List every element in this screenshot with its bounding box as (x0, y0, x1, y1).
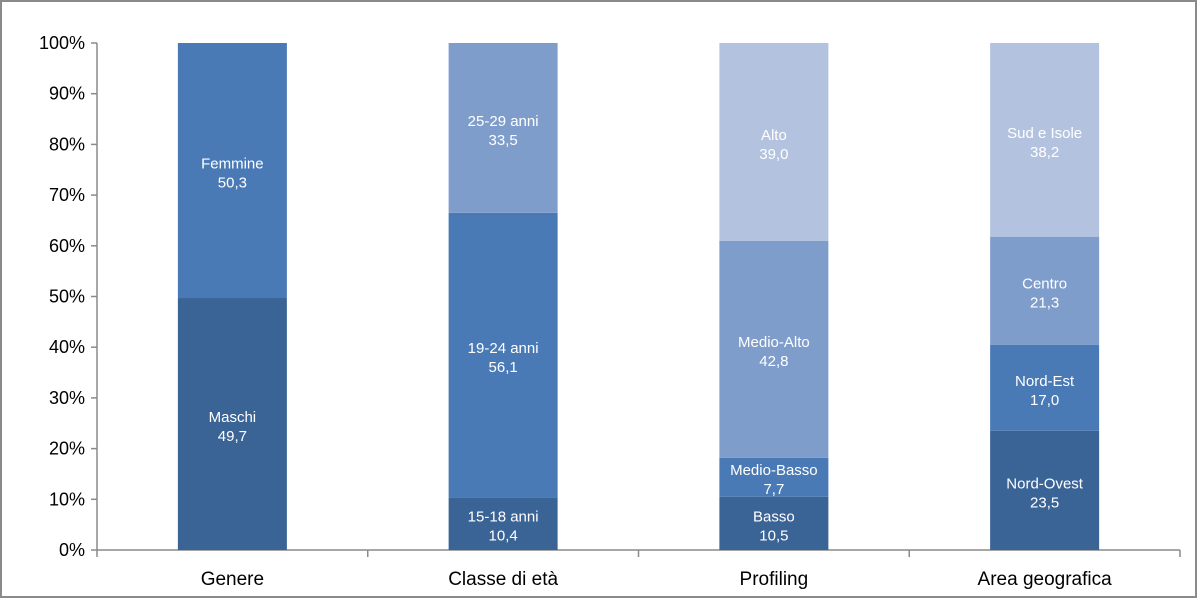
segment-label: 19-24 anni (468, 340, 539, 357)
y-tick-label: 20% (49, 439, 85, 459)
y-tick-label: 70% (49, 185, 85, 205)
bar-stack: Basso 10,5 Medio-Basso 7,7 Medio-Alto 42,8 Alt… (719, 43, 829, 550)
segment-label: 25-29 anni (468, 113, 539, 130)
segment-label: 15-18 anni (468, 509, 539, 526)
bar-stack: 15-18 anni 10,4 19-24 anni 56,1 25-29 anni 33… (448, 43, 558, 550)
y-tick-label: 10% (49, 489, 85, 509)
segment-label: Femmine (201, 156, 264, 173)
x-category-label: Classe di età (448, 569, 558, 590)
y-tick-label: 60% (49, 236, 85, 256)
x-category-label: Genere (201, 569, 264, 590)
y-tick-label: 90% (49, 84, 85, 104)
segment-value-label: 49,7 (218, 428, 247, 445)
segment-label: Sud e Isole (1007, 125, 1082, 142)
bar-stack: Nord-Ovest 23,5 Nord-Est 17,0 Centro 21,3 Sud … (990, 43, 1100, 550)
segment-label: Maschi (209, 409, 257, 426)
bar-segment (448, 497, 558, 550)
segment-label: Alto (761, 127, 787, 144)
bar-segment (719, 43, 829, 241)
y-tick-label: 40% (49, 337, 85, 357)
segment-value-label: 42,8 (759, 353, 788, 370)
segment-value-label: 23,5 (1030, 494, 1059, 511)
segment-value-label: 21,3 (1030, 295, 1059, 312)
bar-segment (990, 43, 1100, 237)
bar-segment (990, 236, 1100, 345)
y-tick-label: 100% (39, 33, 85, 53)
segment-label: Medio-Alto (738, 334, 810, 351)
x-category-label: Profiling (740, 569, 809, 590)
bar-segment (990, 344, 1100, 431)
segment-value-label: 39,0 (759, 146, 788, 163)
segment-label: Nord-Ovest (1006, 475, 1084, 492)
bar-segment (448, 212, 558, 498)
segment-label: Medio-Basso (730, 462, 818, 479)
segment-value-label: 7,7 (763, 481, 784, 498)
bar-segment (177, 298, 287, 550)
x-category-label: Area geografica (978, 569, 1113, 590)
y-tick-label: 80% (49, 134, 85, 154)
segment-label: Nord-Est (1015, 373, 1075, 390)
y-tick-label: 30% (49, 388, 85, 408)
bar-stack: Maschi 49,7 Femmine 50,3 (177, 43, 287, 550)
y-tick-label: 0% (59, 540, 85, 560)
segment-value-label: 10,4 (489, 528, 518, 545)
bar-segment (719, 496, 829, 550)
segment-value-label: 17,0 (1030, 392, 1059, 409)
bars-layer: Maschi 49,7 Femmine 50,3 15-18 anni 10,4 19-24… (177, 43, 1100, 550)
segment-value-label: 38,2 (1030, 144, 1059, 161)
bar-segment (448, 43, 558, 213)
segment-value-label: 10,5 (759, 527, 788, 544)
y-tick-label: 50% (49, 287, 85, 307)
bar-segment (177, 43, 287, 299)
segment-label: Basso (753, 508, 795, 525)
segment-value-label: 56,1 (489, 359, 518, 376)
segment-value-label: 33,5 (489, 132, 518, 149)
bar-segment (719, 457, 829, 497)
bar-segment (719, 240, 829, 458)
segment-value-label: 50,3 (218, 175, 247, 192)
bar-segment (990, 430, 1100, 550)
segment-label: Centro (1022, 276, 1067, 293)
